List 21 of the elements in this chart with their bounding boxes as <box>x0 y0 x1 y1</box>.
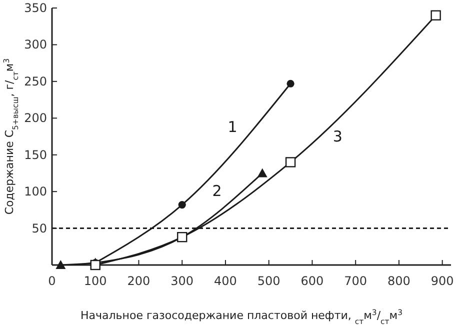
x-tick-label: 400 <box>214 274 237 288</box>
y-tick-label: 50 <box>32 221 47 236</box>
x-tick-label: 200 <box>127 274 150 288</box>
y-tick-label: 350 <box>24 1 47 15</box>
x-tick-label: 500 <box>257 274 280 288</box>
y-tick-label: 100 <box>24 184 47 199</box>
series-label: 1 <box>228 118 238 136</box>
series-label: 2 <box>212 182 222 200</box>
y-tick-label: 250 <box>24 74 47 88</box>
y-tick-label: 300 <box>24 38 47 52</box>
x-axis-title: Начальное газосодержание пластовой нефти, $_{ст}$м$^{3}$/$_{ст}$м$^{3}$ <box>80 308 403 326</box>
x-tick-label: 100 <box>84 274 107 288</box>
x-tick-label: 800 <box>388 274 410 288</box>
x-tick-label: 600 <box>300 274 324 288</box>
y-tick-label: 150 <box>24 148 47 162</box>
x-tick-label: 900 <box>430 274 454 288</box>
x-tick-label: 300 <box>170 274 194 288</box>
x-tick-label: 0 <box>48 274 56 288</box>
x-tick-label: 700 <box>344 274 368 288</box>
series-label: 3 <box>332 127 342 146</box>
y-tick-label: 200 <box>24 111 47 126</box>
